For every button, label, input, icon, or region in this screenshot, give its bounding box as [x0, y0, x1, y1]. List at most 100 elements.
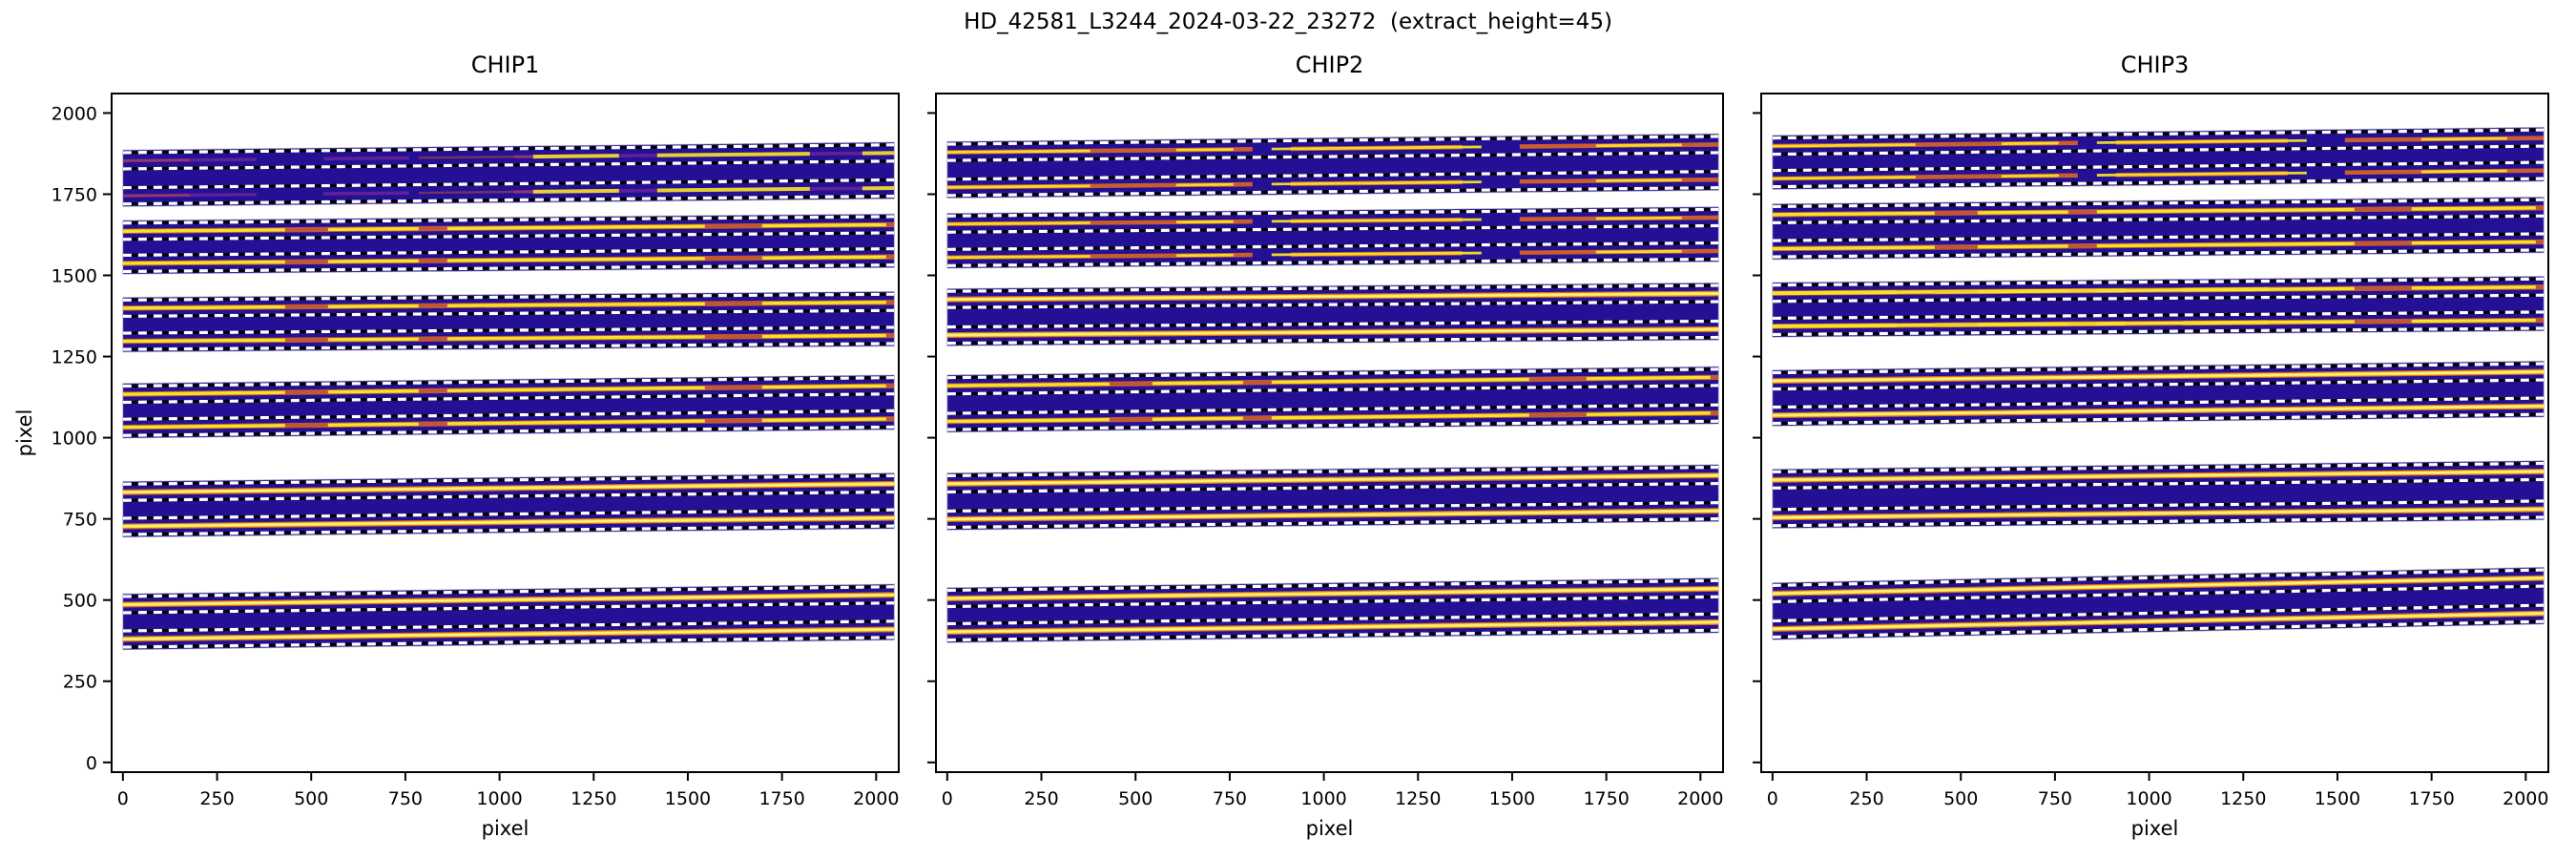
extraction-boundary — [946, 300, 1719, 309]
extraction-boundary — [1772, 177, 2545, 189]
x-axis: 0 250 500 750 1000 1250 1500 1750 2000 — [1767, 772, 2548, 809]
extraction-boundary — [946, 384, 1719, 396]
y-tick-label: 1500 — [52, 266, 97, 287]
extraction-boundary — [122, 159, 895, 171]
x-tick-label: 1500 — [1489, 788, 1535, 809]
extraction-boundary — [1772, 214, 2545, 224]
x-tick-label: 750 — [2038, 788, 2072, 809]
trace-line — [1772, 169, 2545, 180]
axes-spines — [111, 93, 900, 773]
trace-line — [1772, 370, 2545, 382]
x-tick-label: 1750 — [1583, 788, 1629, 809]
trace-line — [1772, 240, 2545, 251]
axes-spines — [1760, 93, 2549, 773]
extraction-boundary — [122, 215, 895, 225]
extraction-boundary — [946, 612, 1719, 626]
y-tick-label: 750 — [63, 510, 97, 531]
x-tick-label: 0 — [1767, 788, 1778, 809]
order-band — [946, 577, 1719, 643]
extraction-boundary — [946, 595, 1719, 609]
trace-line — [122, 594, 895, 606]
x-tick-label: 1500 — [665, 788, 711, 809]
order-band — [122, 213, 895, 275]
y-tick-label: 1000 — [52, 429, 97, 450]
extraction-boundary — [122, 308, 895, 318]
extraction-boundary — [1772, 362, 2545, 375]
extraction-boundary — [122, 376, 895, 388]
extraction-boundary — [1772, 293, 2545, 304]
extraction-boundary — [1772, 603, 2545, 623]
order-band — [946, 133, 1719, 199]
extraction-boundary — [122, 636, 895, 649]
trace-line — [122, 222, 895, 233]
trace-line — [946, 375, 1719, 388]
trace-line — [946, 621, 1719, 633]
order-band — [1772, 197, 2545, 261]
extraction-boundary — [1772, 144, 2545, 157]
extraction-boundary — [946, 170, 1719, 181]
x-tick-label: 2000 — [1677, 788, 1723, 809]
extraction-boundary — [1772, 277, 2545, 287]
extraction-boundary — [946, 403, 1719, 415]
extraction-boundary — [122, 473, 895, 486]
extraction-boundary — [122, 508, 895, 520]
x-axis-label: pixel — [482, 817, 530, 840]
trace-line — [946, 249, 1719, 260]
trace-line — [1772, 318, 2545, 328]
x-tick-label: 1250 — [571, 788, 616, 809]
trace-line — [122, 516, 895, 528]
extraction-boundary — [122, 392, 895, 405]
trace-line — [1772, 471, 2545, 481]
trace-line — [946, 587, 1719, 599]
order-band — [122, 583, 895, 651]
extraction-boundary — [946, 465, 1719, 478]
trace-line — [122, 384, 895, 396]
trace-line — [1772, 612, 2545, 630]
extraction-boundary — [946, 186, 1719, 198]
x-axis: 0 250 500 750 1000 1250 1500 1750 2000 — [942, 772, 1723, 809]
x-tick-label: 750 — [388, 788, 423, 809]
y-tick-label: 500 — [63, 591, 97, 612]
trace-line — [1772, 508, 2545, 519]
order-band — [1772, 360, 2545, 427]
chip3-plot: 0 250 500 750 1000 1250 1500 1750 2000 CHIP3 pixel — [1753, 52, 2549, 840]
extraction-boundary — [946, 578, 1719, 593]
extraction-boundary — [1772, 619, 2545, 639]
subplot-title: CHIP2 — [1296, 52, 1364, 78]
y-tick-label: 250 — [63, 672, 97, 693]
extraction-boundary — [946, 628, 1719, 642]
trace-line — [122, 301, 895, 310]
order-band — [946, 206, 1719, 269]
y-tick-label: 0 — [86, 753, 97, 774]
x-tick-label: 2000 — [853, 788, 899, 809]
x-tick-label: 1500 — [2315, 788, 2360, 809]
orders-layer — [122, 141, 895, 651]
extraction-boundary — [1772, 310, 2545, 321]
extraction-boundary — [946, 335, 1719, 346]
extraction-boundary — [946, 257, 1719, 267]
order-band — [946, 366, 1719, 433]
x-tick-label: 1250 — [1395, 788, 1441, 809]
x-tick-label: 2000 — [2503, 788, 2548, 809]
extraction-boundary — [1772, 515, 2545, 528]
extraction-boundary — [122, 425, 895, 437]
extraction-boundary — [1772, 326, 2545, 337]
subplot-title: CHIP3 — [2121, 52, 2190, 78]
order-band — [122, 291, 895, 353]
extraction-boundary — [946, 319, 1719, 329]
x-tick-label: 1250 — [2220, 788, 2266, 809]
x-tick-label: 500 — [1943, 788, 1978, 809]
figure-title: HD_42581_L3244_2024-03-22_23272 (extract… — [964, 10, 1612, 34]
trace-line — [946, 328, 1719, 336]
extraction-boundary — [1772, 198, 2545, 208]
extraction-boundary — [122, 325, 895, 335]
extraction-boundary — [122, 143, 895, 155]
y-axis — [927, 112, 936, 764]
extraction-boundary — [1772, 584, 2545, 603]
extraction-boundary — [1772, 477, 2545, 490]
trace-line — [1772, 576, 2545, 595]
x-tick-label: 250 — [199, 788, 234, 809]
order-band — [1772, 566, 2545, 640]
extraction-boundary — [1772, 461, 2545, 473]
